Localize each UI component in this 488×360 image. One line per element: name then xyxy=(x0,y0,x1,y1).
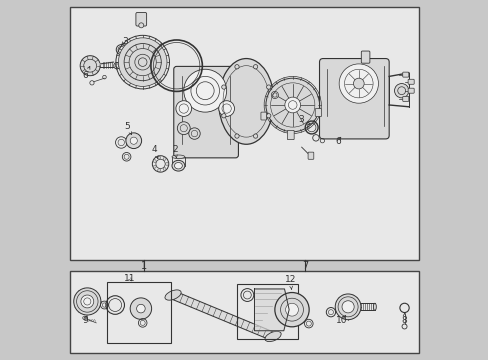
Circle shape xyxy=(138,58,147,66)
FancyBboxPatch shape xyxy=(319,59,388,139)
Circle shape xyxy=(353,78,364,89)
Text: 3: 3 xyxy=(298,116,309,125)
Text: 8: 8 xyxy=(401,313,407,324)
Circle shape xyxy=(335,294,360,320)
Circle shape xyxy=(339,64,378,103)
FancyBboxPatch shape xyxy=(261,112,266,120)
Text: 4: 4 xyxy=(151,145,158,158)
Circle shape xyxy=(271,91,278,99)
Circle shape xyxy=(266,114,270,118)
Circle shape xyxy=(265,78,319,132)
Text: 5: 5 xyxy=(124,122,131,135)
Circle shape xyxy=(129,49,156,76)
Circle shape xyxy=(136,304,145,313)
Circle shape xyxy=(153,160,156,163)
FancyBboxPatch shape xyxy=(307,152,313,159)
Circle shape xyxy=(176,101,191,116)
Polygon shape xyxy=(171,291,274,341)
Text: 6: 6 xyxy=(82,66,90,80)
Circle shape xyxy=(221,114,225,118)
FancyBboxPatch shape xyxy=(402,96,408,102)
Text: 2: 2 xyxy=(172,145,177,158)
Circle shape xyxy=(218,101,234,116)
FancyBboxPatch shape xyxy=(361,51,369,63)
Circle shape xyxy=(81,295,94,308)
Circle shape xyxy=(177,122,190,135)
FancyBboxPatch shape xyxy=(407,79,413,84)
Bar xyxy=(107,282,171,342)
Circle shape xyxy=(157,156,160,159)
Circle shape xyxy=(163,167,165,170)
FancyBboxPatch shape xyxy=(407,88,413,93)
Circle shape xyxy=(221,85,225,89)
Circle shape xyxy=(118,38,166,86)
FancyBboxPatch shape xyxy=(287,130,294,140)
Circle shape xyxy=(188,128,200,139)
Ellipse shape xyxy=(164,290,181,300)
Circle shape xyxy=(80,56,100,76)
Text: 6: 6 xyxy=(335,137,340,146)
Ellipse shape xyxy=(264,331,281,342)
Circle shape xyxy=(130,298,151,319)
Circle shape xyxy=(163,157,165,160)
Circle shape xyxy=(341,301,353,313)
Circle shape xyxy=(234,64,239,69)
FancyBboxPatch shape xyxy=(136,13,146,26)
Circle shape xyxy=(394,84,408,98)
Ellipse shape xyxy=(218,59,273,144)
Circle shape xyxy=(274,293,308,327)
Text: 10: 10 xyxy=(335,315,346,324)
Polygon shape xyxy=(254,289,288,331)
Bar xyxy=(237,284,298,339)
Circle shape xyxy=(153,165,156,168)
FancyBboxPatch shape xyxy=(402,72,408,77)
Circle shape xyxy=(157,169,160,172)
Circle shape xyxy=(125,133,142,149)
Text: 9: 9 xyxy=(82,315,88,324)
Text: 12: 12 xyxy=(284,275,295,289)
Text: 7: 7 xyxy=(302,261,308,271)
Ellipse shape xyxy=(172,160,184,171)
Ellipse shape xyxy=(174,162,182,169)
FancyBboxPatch shape xyxy=(173,66,238,158)
Circle shape xyxy=(74,288,101,315)
Circle shape xyxy=(234,134,239,138)
Circle shape xyxy=(196,82,214,100)
Circle shape xyxy=(130,137,137,144)
Text: 1: 1 xyxy=(141,261,147,271)
Circle shape xyxy=(253,64,257,69)
Bar xyxy=(70,271,418,353)
Circle shape xyxy=(253,134,257,138)
Circle shape xyxy=(165,162,168,165)
Bar xyxy=(70,7,418,260)
Text: 11: 11 xyxy=(123,274,135,283)
FancyBboxPatch shape xyxy=(315,109,321,116)
Circle shape xyxy=(266,85,270,89)
Circle shape xyxy=(285,303,298,316)
Ellipse shape xyxy=(172,155,184,158)
Ellipse shape xyxy=(373,303,376,310)
Circle shape xyxy=(285,97,300,113)
Circle shape xyxy=(139,23,143,28)
Text: 3: 3 xyxy=(122,37,127,46)
Circle shape xyxy=(183,69,226,112)
